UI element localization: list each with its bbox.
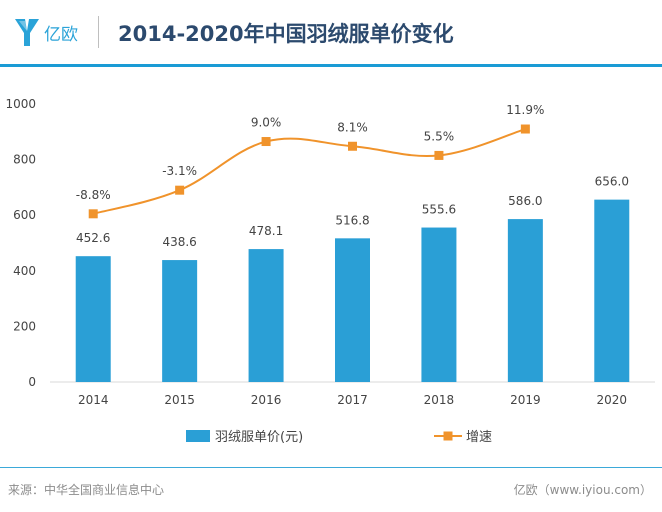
growth-value-label: 8.1% <box>337 120 368 134</box>
y-tick-label: 400 <box>13 264 36 278</box>
growth-value-label: 11.9% <box>506 103 544 117</box>
watermark: 亿欧（www.iyiou.com） <box>513 483 652 497</box>
yiou-logo-icon <box>15 19 39 46</box>
x-tick-label: 2014 <box>78 393 109 407</box>
x-tick-label: 2016 <box>251 393 282 407</box>
legend-label-price: 羽绒服单价(元) <box>215 430 303 445</box>
growth-marker-2016 <box>261 137 271 147</box>
x-tick-label: 2018 <box>424 393 455 407</box>
y-tick-label: 1000 <box>5 97 36 111</box>
growth-marker-2017 <box>348 141 357 151</box>
y-tick-label: 800 <box>13 153 36 167</box>
x-tick-label: 2019 <box>510 393 541 407</box>
bar-value-label: 452.6 <box>76 231 110 245</box>
legend-swatch-price <box>186 430 210 442</box>
x-tick-label: 2020 <box>597 393 628 407</box>
y-tick-label: 600 <box>13 208 36 222</box>
growth-marker-2018 <box>434 150 444 160</box>
bar-2017 <box>335 238 370 382</box>
growth-marker-2014 <box>88 209 98 219</box>
growth-marker-2015 <box>175 185 185 195</box>
growth-value-label: 9.0% <box>251 116 282 130</box>
bar-2014 <box>75 256 111 382</box>
x-tick-label: 2017 <box>337 393 368 407</box>
bar-value-label: 656.0 <box>595 175 629 189</box>
price-chart: 0 200 400 600 800 1000 452.6 438.6 478.1 516.8 555… <box>5 97 655 445</box>
bar-2015 <box>162 260 198 382</box>
page-title: 2014-2020年中国羽绒服单价变化 <box>118 22 454 46</box>
growth-value-label: -8.8% <box>76 188 111 202</box>
footer-divider <box>0 467 662 468</box>
bar-value-label: 516.8 <box>335 213 369 227</box>
bar-value-label: 555.6 <box>422 203 456 217</box>
growth-marker-2019 <box>520 124 530 134</box>
growth-value-label: 5.5% <box>424 129 455 143</box>
logo-text: 亿欧 <box>44 24 78 45</box>
y-tick-label: 0 <box>28 375 36 389</box>
header-underline <box>0 64 662 67</box>
bar-2016 <box>248 249 284 382</box>
bar-2018 <box>421 227 457 382</box>
header: 亿欧 2014-2020年中国羽绒服单价变化 <box>0 0 662 67</box>
legend-label-growth: 增速 <box>466 430 492 445</box>
x-tick-label: 2015 <box>164 393 195 407</box>
source-note: 来源：中华全国商业信息中心 <box>8 483 165 497</box>
bar-value-label: 438.6 <box>162 235 196 249</box>
header-divider <box>98 16 99 48</box>
legend-swatch-growth-marker <box>443 431 453 441</box>
logo: 亿欧 <box>14 14 78 50</box>
bar-value-label: 586.0 <box>508 194 542 208</box>
y-tick-label: 200 <box>13 319 36 333</box>
growth-value-label: -3.1% <box>162 164 197 178</box>
growth-line <box>92 128 526 215</box>
bar-value-label: 478.1 <box>249 224 283 238</box>
bar-2019 <box>507 219 543 382</box>
bar-2020 <box>594 199 630 382</box>
